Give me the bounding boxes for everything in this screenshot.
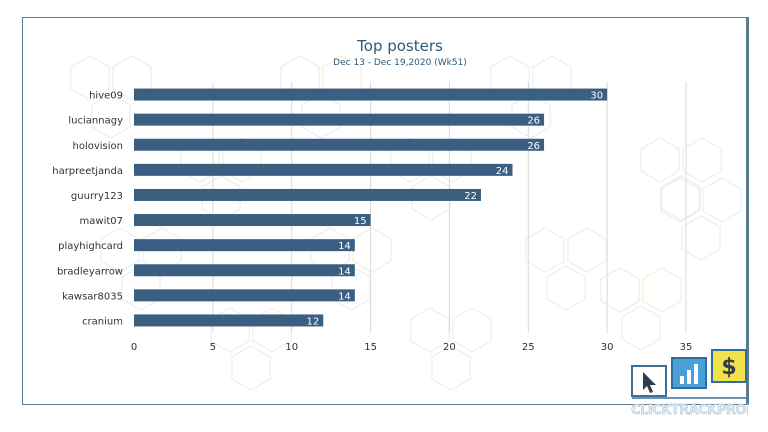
bar xyxy=(134,163,513,176)
watermark-hexagon xyxy=(546,265,586,311)
bar xyxy=(134,289,355,302)
category-label: playhighcard xyxy=(58,241,123,252)
bar xyxy=(134,314,324,327)
data-label: 14 xyxy=(338,291,351,302)
x-tick-label: 15 xyxy=(364,342,377,353)
bar xyxy=(134,88,608,101)
category-label: hive09 xyxy=(89,91,123,102)
bar xyxy=(134,113,545,126)
data-label: 30 xyxy=(590,91,603,102)
dollar-icon: $ xyxy=(721,355,736,380)
x-tick-label: 0 xyxy=(131,342,137,353)
watermark-hexagon xyxy=(511,93,551,139)
category-label: holovision xyxy=(73,141,124,152)
data-label: 15 xyxy=(354,216,367,227)
clicktrackprofit-logo: $ CLICKTRACKPROFIT xyxy=(631,349,748,418)
watermark-hexagon xyxy=(70,55,110,101)
bar xyxy=(134,264,355,277)
watermark-hexagon xyxy=(411,175,451,221)
watermark-hexagon xyxy=(661,175,701,221)
dollar-icon-box xyxy=(711,349,747,383)
watermark-hexagon xyxy=(702,177,742,223)
watermark-hexagon xyxy=(681,215,721,261)
bar xyxy=(134,214,371,227)
x-tick-labels: 0 5 10 15 20 25 30 35 xyxy=(131,342,693,353)
category-label: guurry123 xyxy=(71,191,123,202)
x-tick-label: 30 xyxy=(601,342,614,353)
watermark-hexagon xyxy=(301,93,341,139)
bar-chart-icon xyxy=(680,376,684,384)
category-label: luciannagy xyxy=(68,116,123,127)
watermark-hexagon xyxy=(112,55,152,101)
bar xyxy=(134,188,481,201)
data-label: 14 xyxy=(338,266,351,277)
data-label: 26 xyxy=(527,116,540,127)
category-label: mawit07 xyxy=(80,216,123,227)
data-label: 14 xyxy=(338,241,351,252)
category-label: harpreetjanda xyxy=(52,166,123,177)
watermark-hexagon xyxy=(231,345,271,391)
watermark-hexagon xyxy=(452,307,492,353)
category-labels: hive09 luciannagy holovision harpreetjanda g… xyxy=(52,91,123,328)
watermark-hexagon xyxy=(682,137,722,183)
data-label: 26 xyxy=(527,141,540,152)
x-tick-label: 20 xyxy=(443,342,456,353)
watermark-hexagon xyxy=(600,267,640,313)
watermark-hexagon xyxy=(352,227,392,273)
watermark-hexagon xyxy=(640,137,680,183)
chart-title: Top posters xyxy=(356,37,443,55)
category-label: bradleyarrow xyxy=(57,266,123,277)
x-tick-label: 35 xyxy=(680,342,693,353)
data-label: 12 xyxy=(307,316,320,327)
x-tick-label: 10 xyxy=(285,342,298,353)
watermark-hexagon xyxy=(100,227,140,273)
watermark-hexagon xyxy=(642,267,682,313)
chart-frame xyxy=(22,17,749,405)
watermark-hexagon xyxy=(91,93,131,139)
watermark-hexagon xyxy=(431,345,471,391)
watermark-hexagon xyxy=(525,227,565,273)
chart-subtitle: Dec 13 - Dec 19,2020 (Wk51) xyxy=(333,58,467,68)
category-label: cranium xyxy=(82,316,123,327)
x-tick-label: 25 xyxy=(522,342,535,353)
x-tick-label: 5 xyxy=(210,342,216,353)
logo-text: CLICKTRACKPROFIT xyxy=(631,403,748,418)
watermark-hexagon xyxy=(621,305,661,351)
data-label: 22 xyxy=(464,191,477,202)
bars: 30 26 26 24 22 15 14 14 14 12 xyxy=(134,88,608,327)
bar xyxy=(134,239,355,252)
bar xyxy=(134,138,545,151)
category-label: kawsar8035 xyxy=(62,291,123,302)
watermark-hexagon xyxy=(121,265,161,311)
watermark-hexagon xyxy=(660,177,700,223)
cursor-icon xyxy=(643,372,656,393)
watermark-hexagon xyxy=(567,227,607,273)
data-label: 24 xyxy=(496,166,509,177)
